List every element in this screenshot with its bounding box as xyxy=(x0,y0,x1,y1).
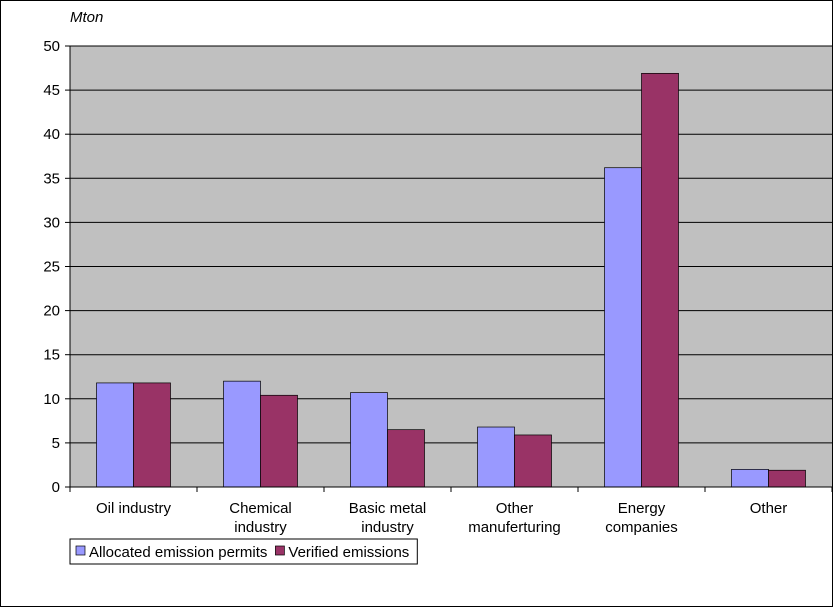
x-tick-label: Chemical industry xyxy=(229,500,292,536)
x-tick-label: Other manuferturing xyxy=(468,500,561,536)
bar xyxy=(477,426,515,488)
bar xyxy=(223,380,261,488)
y-tick-label: 5 xyxy=(52,435,60,452)
bar xyxy=(731,469,769,488)
bar xyxy=(350,392,388,488)
x-tick-label: Energy companies xyxy=(605,500,678,536)
y-tick-label: 25 xyxy=(43,259,60,276)
bar xyxy=(641,72,679,488)
x-tick-label: Other xyxy=(750,500,788,517)
y-tick-label: 30 xyxy=(43,214,60,231)
x-tick-label: Oil industry xyxy=(96,500,172,517)
bar xyxy=(96,382,134,488)
y-axis-label: Mton xyxy=(70,9,103,26)
bar xyxy=(133,382,171,488)
y-tick-label: 35 xyxy=(43,170,60,187)
y-tick-label: 15 xyxy=(43,347,60,364)
y-tick-label: 10 xyxy=(43,391,60,408)
legend-swatch xyxy=(75,545,86,556)
legend-swatch xyxy=(275,545,285,556)
y-tick-label: 45 xyxy=(43,82,60,99)
bar xyxy=(260,394,298,488)
y-tick-label: 20 xyxy=(43,303,60,320)
y-tick-label: 40 xyxy=(43,126,60,143)
bar xyxy=(514,434,552,488)
y-tick-label: 50 xyxy=(43,38,60,55)
bar xyxy=(604,167,642,488)
legend-label: Allocated emission permits xyxy=(89,544,267,561)
y-tick-label: 0 xyxy=(52,479,60,496)
x-tick-label: Basic metal industry xyxy=(349,500,427,536)
legend-box xyxy=(69,538,418,565)
legend-label: Verified emissions xyxy=(288,544,409,561)
legend: Allocated emission permits Verified emiss… xyxy=(69,538,418,565)
bar xyxy=(387,429,425,488)
bar xyxy=(768,469,806,488)
